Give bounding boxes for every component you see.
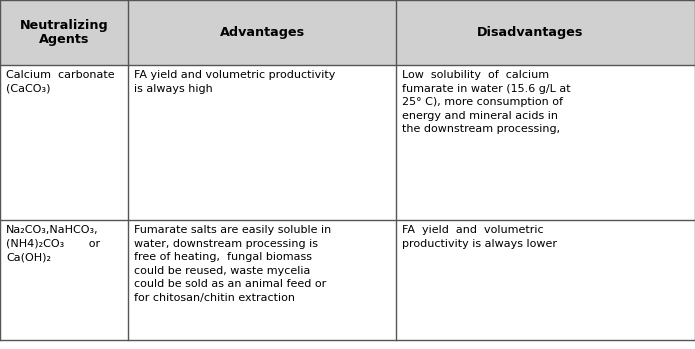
Text: Neutralizing
Agents: Neutralizing Agents xyxy=(19,18,108,46)
Text: FA yield and volumetric productivity
is always high: FA yield and volumetric productivity is … xyxy=(134,70,336,94)
Text: Na₂CO₃,NaHCO₃,
(NH4)₂CO₃       or
Ca(OH)₂: Na₂CO₃,NaHCO₃, (NH4)₂CO₃ or Ca(OH)₂ xyxy=(6,225,100,262)
Bar xyxy=(0,220,695,340)
Text: FA  yield  and  volumetric
productivity is always lower: FA yield and volumetric productivity is … xyxy=(402,225,557,248)
Text: Disadvantages: Disadvantages xyxy=(477,26,583,39)
Bar xyxy=(0,0,695,65)
Text: Fumarate salts are easily soluble in
water, downstream processing is
free of hea: Fumarate salts are easily soluble in wat… xyxy=(134,225,332,303)
Text: Calcium  carbonate
(CaCO₃): Calcium carbonate (CaCO₃) xyxy=(6,70,115,94)
Text: Low  solubility  of  calcium
fumarate in water (15.6 g/L at
25° C), more consump: Low solubility of calcium fumarate in wa… xyxy=(402,70,571,134)
Text: Advantages: Advantages xyxy=(220,26,304,39)
Bar xyxy=(0,65,695,220)
